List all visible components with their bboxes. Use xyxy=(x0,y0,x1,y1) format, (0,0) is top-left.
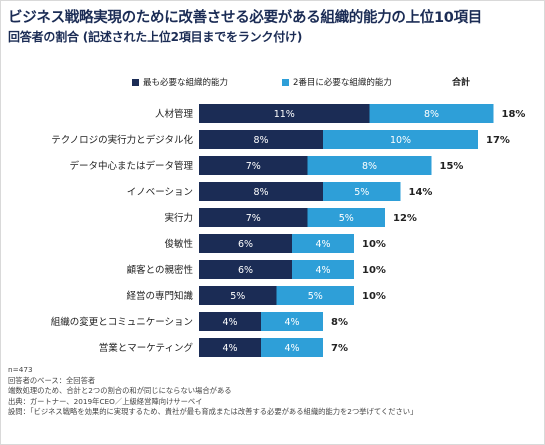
bar-first xyxy=(199,104,370,123)
bar-second-value: 8% xyxy=(362,161,377,172)
total-value: 14% xyxy=(409,187,433,198)
bar-first xyxy=(199,338,261,357)
legend-label-second: 2番目に必要な組織的能力 xyxy=(293,78,392,88)
bar-second xyxy=(292,234,354,253)
bar-second xyxy=(369,104,494,123)
footnote-base: 回答者のベース：全回答者 xyxy=(8,375,96,385)
category-label: 経営の専門知識 xyxy=(126,290,193,302)
bar-second-value: 4% xyxy=(284,343,299,354)
bar-first xyxy=(199,156,308,175)
legend-item-first: 最も必要な組織的能力 xyxy=(132,76,228,88)
bar-first xyxy=(199,208,308,227)
bar-first-value: 8% xyxy=(253,135,268,146)
bar-second xyxy=(323,130,478,149)
total-value: 10% xyxy=(362,291,386,302)
category-label: 営業とマーケティング xyxy=(99,342,194,354)
total-value: 8% xyxy=(331,317,348,328)
footnotes: n=473 回答者のベース：全回答者 端数処理のため、合計と2つの割合の和が同じ… xyxy=(8,365,417,418)
bar-second xyxy=(307,156,432,175)
bar-first-value: 6% xyxy=(238,265,253,276)
category-label: 顧客との親密性 xyxy=(127,264,194,276)
bar-first-value: 7% xyxy=(246,213,261,224)
bar-first-value: 8% xyxy=(253,187,268,198)
bar-second-value: 5% xyxy=(308,291,323,302)
footnote-question: 設問：「ビジネス戦略を効果的に実現するため、貴社が最も育成または改善する必要があ… xyxy=(8,407,418,417)
total-value: 10% xyxy=(362,265,386,276)
category-label: 実行力 xyxy=(164,212,193,224)
total-value: 7% xyxy=(331,343,348,354)
bar-second-value: 8% xyxy=(424,109,439,120)
bar-first xyxy=(199,182,323,201)
bar-first xyxy=(199,260,292,279)
category-label: イノベーション xyxy=(127,187,193,198)
bar-second xyxy=(307,208,385,227)
total-value: 10% xyxy=(362,239,386,250)
category-label: 人材管理 xyxy=(155,108,194,120)
bar-first xyxy=(199,130,323,149)
bar-second-value: 10% xyxy=(390,135,411,146)
bar-first xyxy=(199,312,261,331)
legend-swatch-second xyxy=(282,78,289,86)
bar-first-value: 11% xyxy=(274,109,295,120)
category-label: テクノロジの実行力とデジタル化 xyxy=(51,134,193,146)
total-value: 18% xyxy=(502,109,526,120)
footnote-sample-size: n=473 xyxy=(8,365,33,374)
bar-second xyxy=(292,260,354,279)
bar-second xyxy=(261,312,323,331)
bar-first-value: 4% xyxy=(222,317,237,328)
bar-second xyxy=(323,182,401,201)
category-label: データ中心またはデータ管理 xyxy=(69,160,193,172)
bar-second-value: 4% xyxy=(315,239,330,250)
total-value: 15% xyxy=(440,161,464,172)
bar-first-value: 5% xyxy=(230,291,245,302)
bar-second-value: 5% xyxy=(354,187,369,198)
bar-second-value: 4% xyxy=(315,265,330,276)
legend-swatch-first xyxy=(132,78,139,86)
footnote-source: 出典：ガートナー、2019年CEO／上級経営陣向けサーベイ xyxy=(8,396,203,406)
legend-label-first: 最も必要な組織的能力 xyxy=(143,78,229,88)
bar-second xyxy=(261,338,323,357)
bar-first-value: 4% xyxy=(222,343,237,354)
legend-item-second: 2番目に必要な組織的能力 xyxy=(282,76,392,88)
chart-title: ビジネス戦略実現のために改善させる必要がある組織的能力の上位10項目 xyxy=(8,10,482,26)
footnote-rounding: 端数処理のため、合計と2つの割合の和が同じにならない場合がある xyxy=(8,386,232,396)
bar-first-value: 6% xyxy=(238,239,253,250)
bar-first xyxy=(199,286,277,305)
bar-first-value: 7% xyxy=(246,161,261,172)
legend-total-label: 合計 xyxy=(452,78,471,88)
category-label: 組織の変更とコミュニケーション xyxy=(51,316,193,328)
total-value: 12% xyxy=(393,213,417,224)
category-label: 俊敏性 xyxy=(164,238,193,250)
bar-first xyxy=(199,234,292,253)
total-value: 17% xyxy=(486,135,510,146)
bar-second-value: 4% xyxy=(284,317,299,328)
bar-second-value: 5% xyxy=(339,213,354,224)
bar-second xyxy=(276,286,354,305)
chart-subtitle: 回答者の割合 (記述された上位2項目までをランク付け) xyxy=(8,30,303,44)
